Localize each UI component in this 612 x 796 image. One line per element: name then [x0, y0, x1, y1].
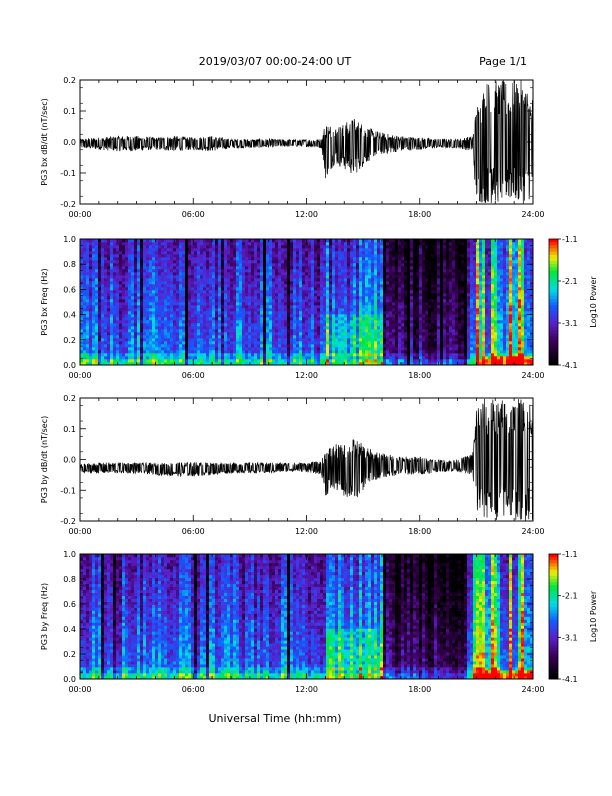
colorbar-tick-label: -1.1: [562, 550, 578, 559]
x-tick-label: 12:00: [295, 371, 318, 380]
y-tick-label: 1.0: [63, 235, 76, 244]
y-tick-label: 0.1: [63, 107, 76, 116]
x-tick-label: 12:00: [295, 685, 318, 694]
panels-group: 0.2 0.1 0.0 -0.1 -0.2 PG3 bx dB/dt (nT/sec) 00…: [40, 76, 598, 694]
x-tick-label: 00:00: [68, 527, 91, 536]
spectrogram-cells: [80, 239, 533, 365]
x-tick-label: 06:00: [182, 371, 205, 380]
colorbar-tick-label: -3.1: [562, 633, 578, 642]
y-axis-label: PG3 bx dB/dt (nT/sec): [40, 98, 49, 185]
y-tick-label: -0.1: [60, 486, 76, 495]
colorbar-tick-label: -1.1: [562, 235, 578, 244]
y-tick-label: 0.8: [63, 260, 76, 269]
colorbar-tick-label: -4.1: [562, 361, 578, 370]
x-tick-label: 18:00: [408, 371, 431, 380]
y-tick-label: 0.1: [63, 425, 76, 434]
x-axis-label: Universal Time (hh:mm): [209, 712, 342, 725]
y-tick-label: -0.2: [60, 517, 76, 526]
x-tick-label: 24:00: [521, 685, 544, 694]
spectrogram-cells: [80, 554, 533, 679]
panel-by-spectrogram: 1.0 0.8 0.6 0.4 0.2 0.0 PG3 by Freq (Hz) 00:00 0…: [40, 550, 598, 694]
colorbar: -1.1 -2.1 -3.1 -4.1 Log10 Power: [549, 550, 598, 684]
y-tick-label: -0.1: [60, 169, 76, 178]
y-axis-label: PG3 by dB/dt (nT/sec): [40, 416, 49, 503]
y-tick-label: 0.6: [63, 285, 76, 294]
page-number: Page 1/1: [479, 55, 527, 68]
x-tick-label: 18:00: [408, 685, 431, 694]
panel-bx-spectrogram: 1.0 0.8 0.6 0.4 0.2 0.0 PG3 bx Freq (Hz) 00:00 0…: [40, 235, 598, 380]
x-tick-label: 00:00: [68, 210, 91, 219]
x-tick-label: 00:00: [68, 685, 91, 694]
y-tick-label: 0.4: [63, 311, 76, 320]
y-tick-label: 0.0: [63, 138, 76, 147]
y-tick-label: 0.4: [63, 625, 76, 634]
colorbar-tick-label: -2.1: [562, 592, 578, 601]
y-tick-label: 0.0: [63, 361, 76, 370]
colorbar-tick-label: -4.1: [562, 675, 578, 684]
x-tick-label: 12:00: [295, 527, 318, 536]
series-line: [80, 399, 533, 521]
y-axis-label: PG3 bx Freq (Hz): [40, 268, 49, 335]
y-tick-label: 0.2: [63, 650, 76, 659]
plot-title: 2019/03/07 00:00-24:00 UT: [199, 55, 352, 68]
x-tick-label: 24:00: [521, 371, 544, 380]
y-tick-label: 0.2: [63, 336, 76, 345]
colorbar-tick-label: -3.1: [562, 319, 578, 328]
series-line: [80, 80, 533, 204]
x-tick-label: 24:00: [521, 527, 544, 536]
x-tick-label: 18:00: [408, 527, 431, 536]
y-tick-label: -0.2: [60, 200, 76, 209]
x-tick-label: 06:00: [182, 210, 205, 219]
y-tick-label: 0.6: [63, 600, 76, 609]
y-tick-label: 0.2: [63, 76, 76, 85]
y-axis-label: PG3 by Freq (Hz): [40, 583, 49, 650]
y-tick-label: 0.2: [63, 394, 76, 403]
y-tick-label: 0.8: [63, 575, 76, 584]
colorbar-tick-label: -2.1: [562, 277, 578, 286]
x-tick-label: 24:00: [521, 210, 544, 219]
x-tick-label: 06:00: [182, 527, 205, 536]
y-tick-label: 0.0: [63, 675, 76, 684]
colorbar: -1.1 -2.1 -3.1 -4.1 Log10 Power: [549, 235, 598, 370]
panel-bx-dbdt: 0.2 0.1 0.0 -0.1 -0.2 PG3 bx dB/dt (nT/sec) 00…: [40, 76, 545, 219]
x-tick-label: 00:00: [68, 371, 91, 380]
y-tick-label: 0.0: [63, 456, 76, 465]
colorbar-label: Log10 Power: [589, 590, 598, 642]
colorbar-label: Log10 Power: [589, 276, 598, 328]
x-tick-label: 06:00: [182, 685, 205, 694]
panel-by-dbdt: 0.2 0.1 0.0 -0.1 -0.2 PG3 by dB/dt (nT/sec) 00…: [40, 394, 545, 536]
x-tick-label: 18:00: [408, 210, 431, 219]
y-tick-label: 1.0: [63, 550, 76, 559]
x-tick-label: 12:00: [295, 210, 318, 219]
